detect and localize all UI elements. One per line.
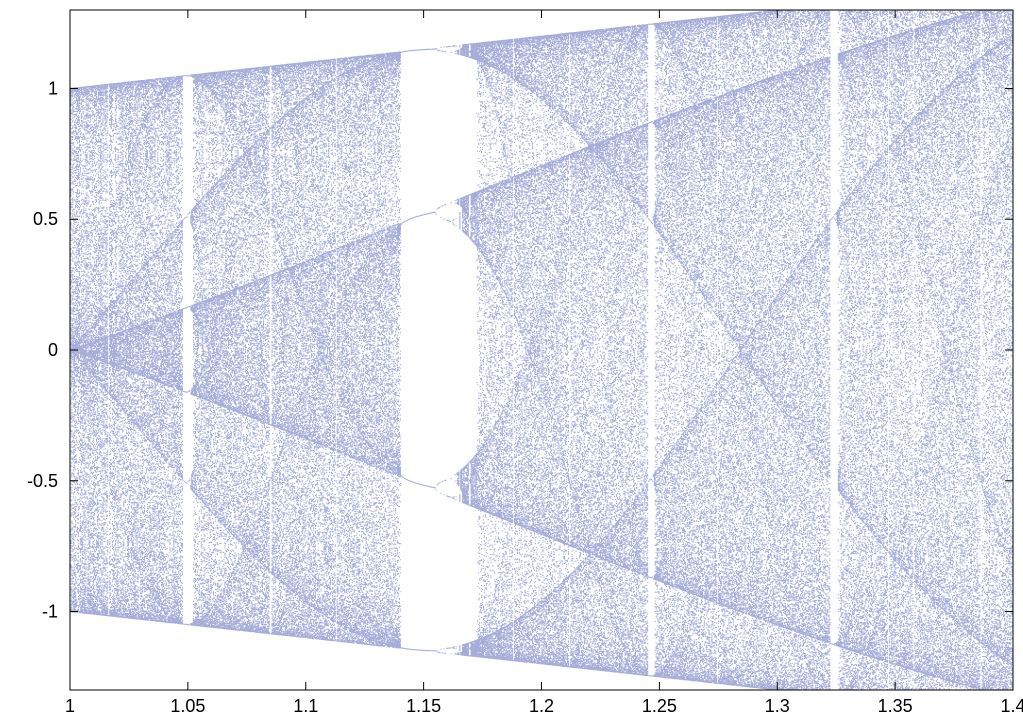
x-tick-label: 1: [65, 696, 75, 716]
y-tick-label: 1: [48, 78, 58, 98]
x-tick-label: 1.35: [878, 696, 913, 716]
y-tick-label: 0.5: [33, 209, 58, 229]
y-tick-label: -1: [42, 602, 58, 622]
x-tick-label: 1.05: [170, 696, 205, 716]
chart-svg: 1 1.05 1.1 1.15 1.2 1.25 1.3 1.35 1.4 -1 -0.5 0 0.5 1: [0, 0, 1023, 725]
x-tick-label: 1.15: [406, 696, 441, 716]
y-tick-label: -0.5: [27, 471, 58, 491]
x-tick-label: 1.25: [642, 696, 677, 716]
x-tick-label: 1.2: [529, 696, 554, 716]
y-tick-label: 0: [48, 340, 58, 360]
x-tick-label: 1.1: [293, 696, 318, 716]
x-tick-label: 1.4: [1000, 696, 1023, 716]
bifurcation-chart: 1 1.05 1.1 1.15 1.2 1.25 1.3 1.35 1.4 -1 -0.5 0 0.5 1: [0, 0, 1023, 725]
x-tick-label: 1.3: [765, 696, 790, 716]
